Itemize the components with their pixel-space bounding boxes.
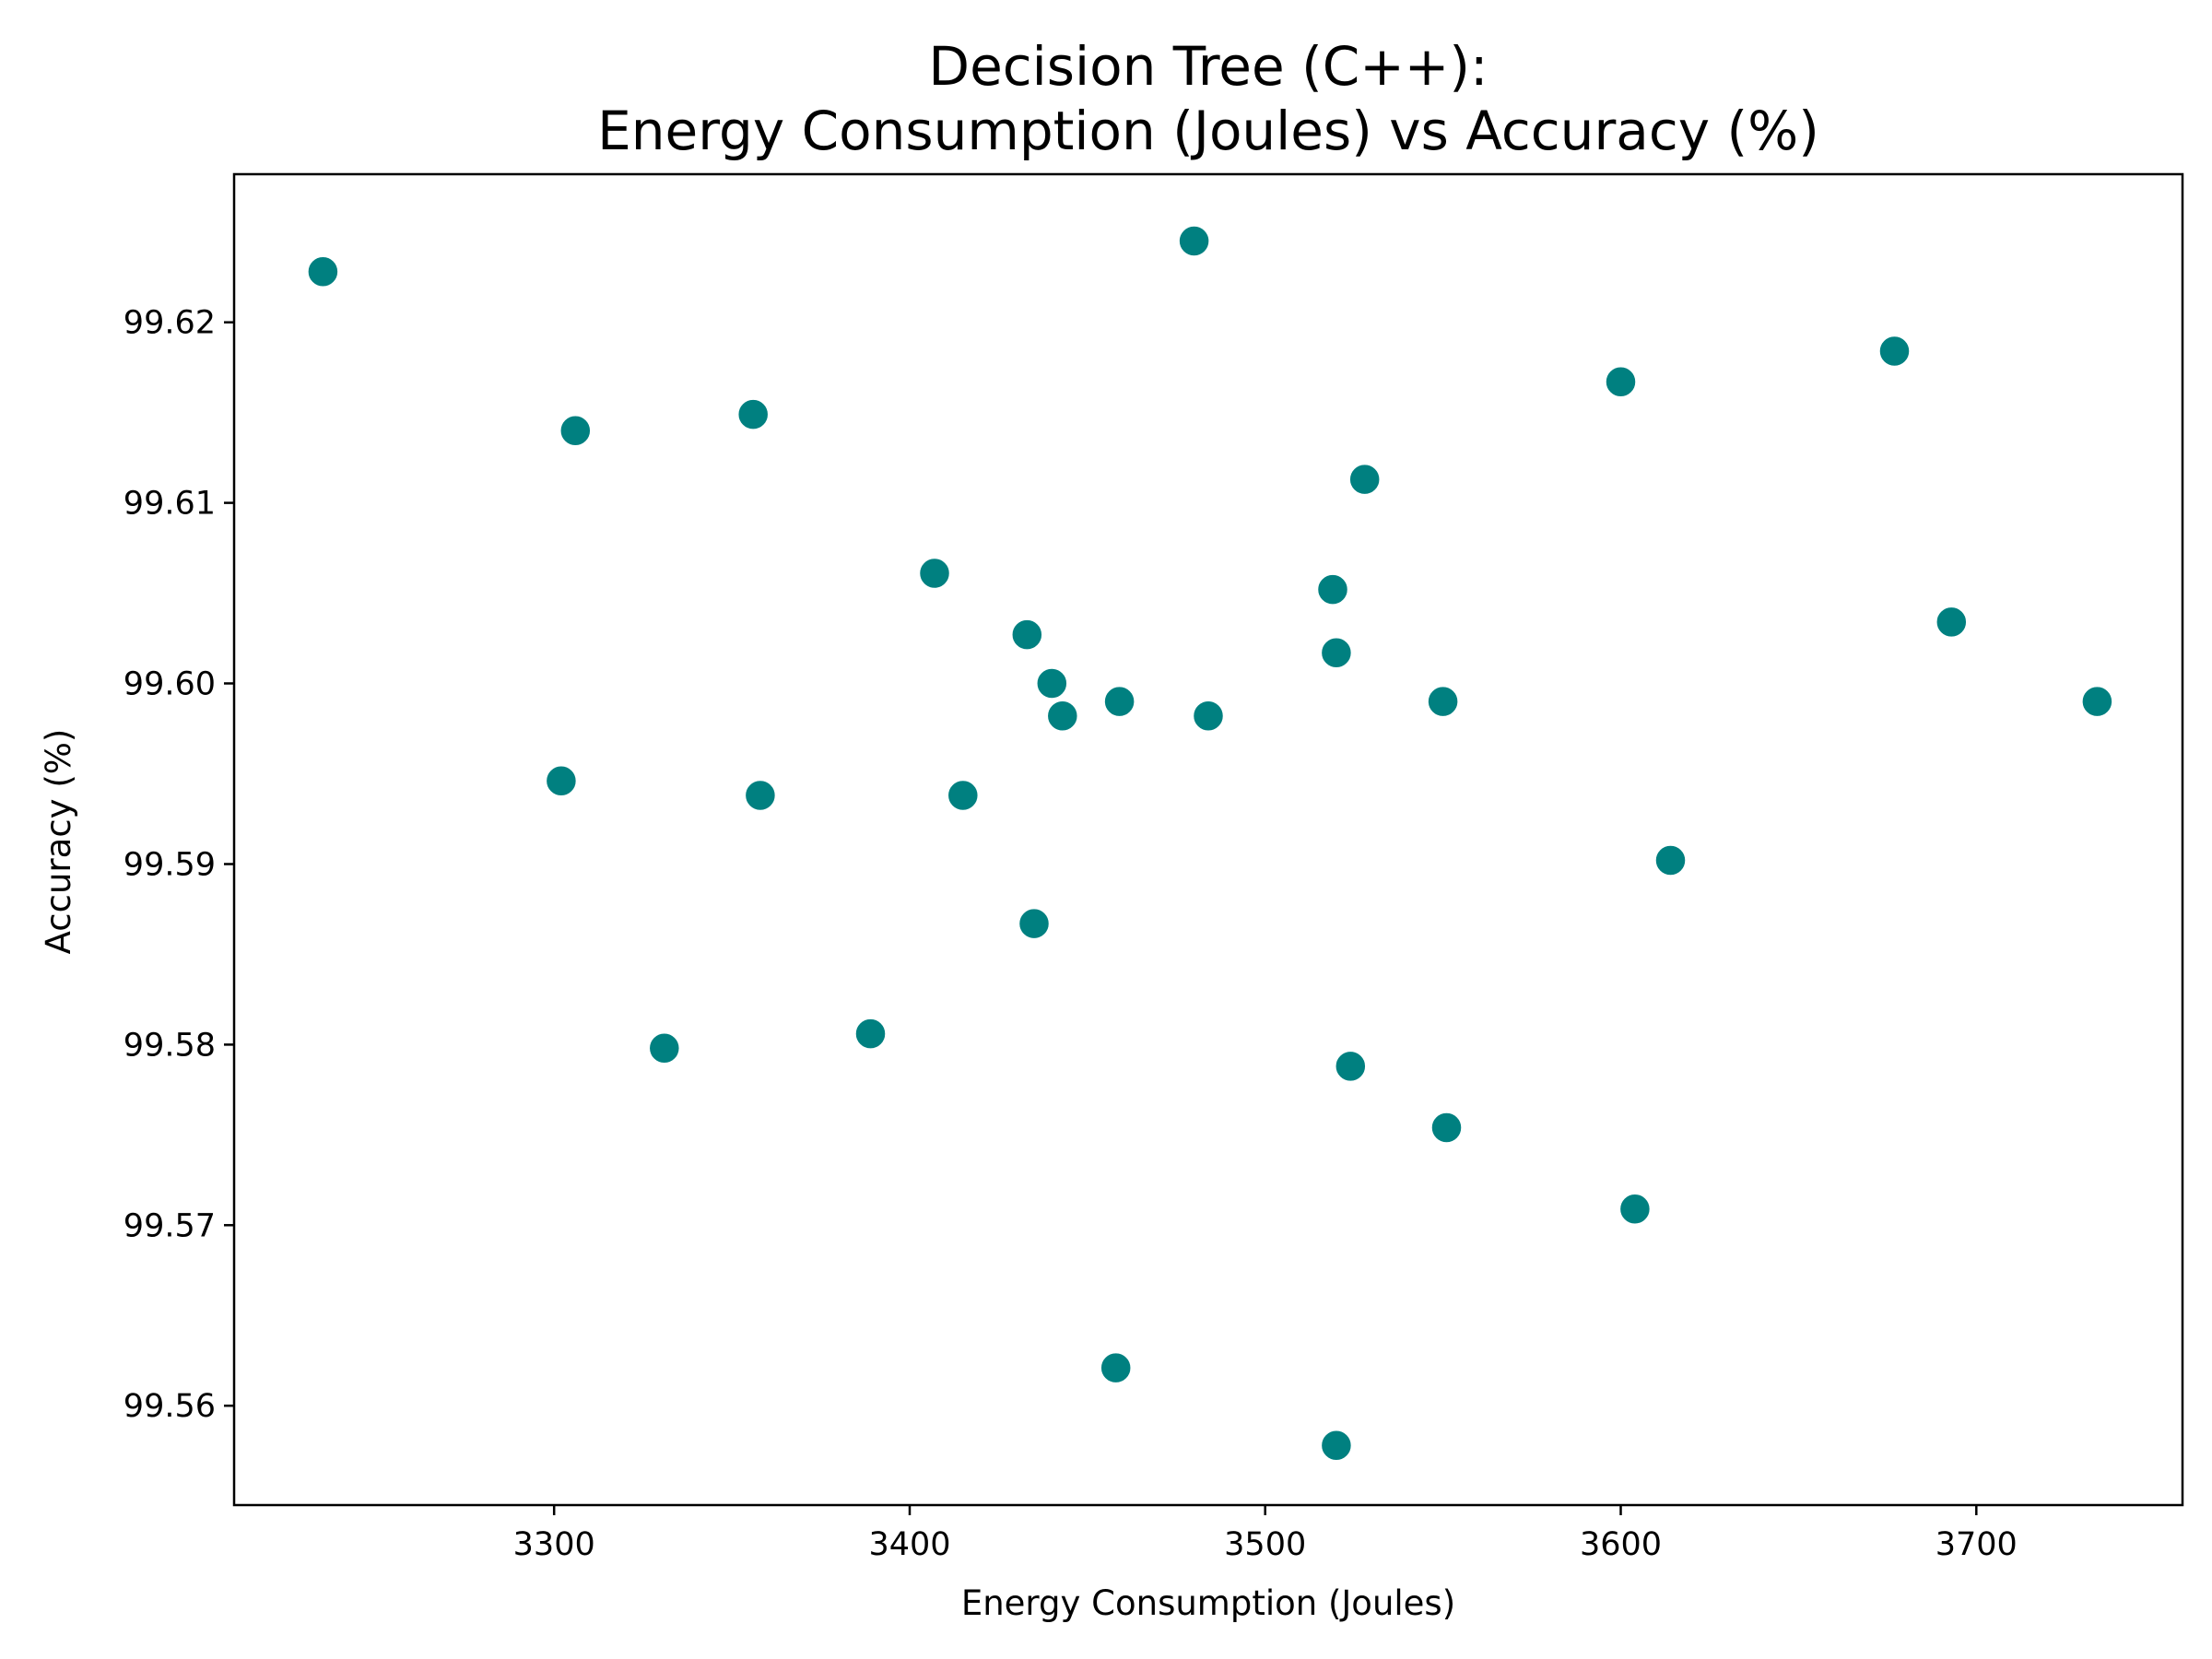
data-point-3: [1877, 334, 1912, 369]
plot-area: [306, 224, 2114, 1463]
data-point-25: [647, 1031, 682, 1065]
data-point-15: [1102, 684, 1136, 719]
data-point-9: [1315, 572, 1350, 606]
data-point-20: [743, 778, 778, 813]
chart-title-line-1: Decision Tree (C++):: [928, 35, 1488, 98]
x-tick-label: 3500: [1224, 1526, 1306, 1563]
y-tick-label: 99.62: [124, 305, 216, 342]
data-point-11: [1010, 618, 1044, 652]
data-point-2: [1177, 224, 1211, 258]
x-tick-label: 3400: [868, 1526, 950, 1563]
x-tick-label: 3700: [1936, 1526, 2018, 1563]
data-point-8: [917, 556, 952, 591]
y-tick-label: 99.57: [124, 1207, 216, 1244]
data-point-18: [2080, 684, 2114, 719]
data-point-27: [1430, 1111, 1464, 1145]
x-axis-label: Energy Consumption (Joules): [961, 1583, 1455, 1623]
y-tick-label: 99.60: [124, 666, 216, 703]
data-point-17: [1426, 684, 1460, 719]
data-point-28: [1618, 1192, 1653, 1226]
data-point-30: [1319, 1429, 1354, 1463]
data-point-23: [1017, 906, 1052, 941]
data-point-16: [1191, 699, 1226, 734]
data-point-7: [1347, 462, 1382, 497]
x-tick-label: 3300: [513, 1526, 595, 1563]
y-axis-ticks: 99.56 99.57 99.58 99.59 99.60 99.61 99.62: [124, 305, 234, 1425]
data-point-19: [544, 764, 579, 798]
y-tick-label: 99.61: [124, 486, 216, 523]
y-tick-label: 99.58: [124, 1027, 216, 1064]
y-axis-label: Accuracy (%): [39, 729, 78, 955]
data-point-12: [1319, 635, 1354, 670]
data-point-4: [1604, 365, 1638, 399]
chart-title-line-2: Energy Consumption (Joules) vs Accuracy …: [597, 100, 1819, 162]
data-point-5: [559, 413, 593, 448]
x-tick-label: 3600: [1580, 1526, 1662, 1563]
data-point-1: [306, 254, 340, 289]
data-point-10: [1935, 605, 1969, 640]
data-point-24: [853, 1017, 888, 1051]
data-point-14: [1045, 699, 1080, 734]
data-point-13: [1035, 666, 1069, 700]
plot-frame: [232, 172, 2184, 1507]
x-axis-ticks: 3300 3400 3500 3600 3700: [513, 1505, 2018, 1563]
data-point-22: [1653, 843, 1688, 877]
data-point-29: [1099, 1350, 1133, 1385]
data-point-6: [735, 397, 771, 431]
data-point-21: [946, 778, 981, 813]
y-tick-label: 99.56: [124, 1388, 216, 1425]
y-tick-label: 99.59: [124, 847, 216, 884]
data-point-26: [1334, 1049, 1368, 1084]
